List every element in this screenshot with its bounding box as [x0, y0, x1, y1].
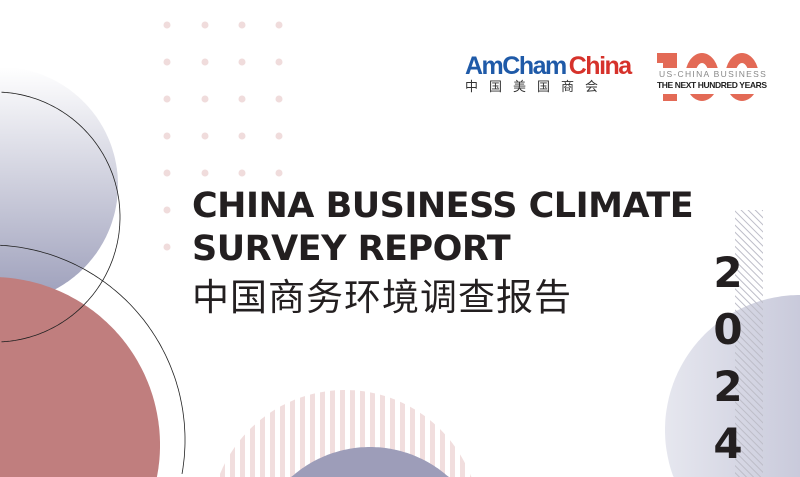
outline-circle-2: [0, 244, 186, 474]
year-digit: 4: [713, 419, 743, 468]
slate-circle-bottom: [252, 447, 488, 477]
year-digit: 2: [713, 248, 743, 297]
centennial-tagline-1: US-CHINA BUSINESS: [659, 69, 768, 79]
hatched-band: [735, 210, 763, 477]
centennial-tagline-2: THE NEXT HUNDRED YEARS: [657, 80, 767, 90]
centennial-logo: US-CHINA BUSINESS THE NEXT HUNDRED YEARS: [655, 51, 768, 103]
report-title-chinese: 中国商务环境调查报告: [192, 276, 572, 319]
year-digit: 2: [713, 362, 743, 411]
centennial-100-graphic: [655, 53, 765, 101]
amcham-china-logo: AmCham China 中国美国商会: [465, 52, 632, 96]
rose-circle: [0, 277, 160, 477]
report-year: 2 0 2 4: [712, 244, 744, 472]
right-grey-circle: [665, 295, 800, 477]
logo-chinese-name: 中国美国商会: [465, 80, 610, 95]
logo-text-china: China: [568, 52, 632, 80]
year-digit: 0: [713, 305, 743, 354]
slate-circle-left: [0, 67, 118, 303]
dot-grid: [163, 21, 283, 251]
logo-text-amcham: AmCham: [465, 52, 567, 80]
report-title-line2: SURVEY REPORT: [192, 229, 511, 269]
report-title-line1: CHINA BUSINESS CLIMATE: [192, 186, 694, 226]
outline-circle-1: [1, 91, 121, 343]
